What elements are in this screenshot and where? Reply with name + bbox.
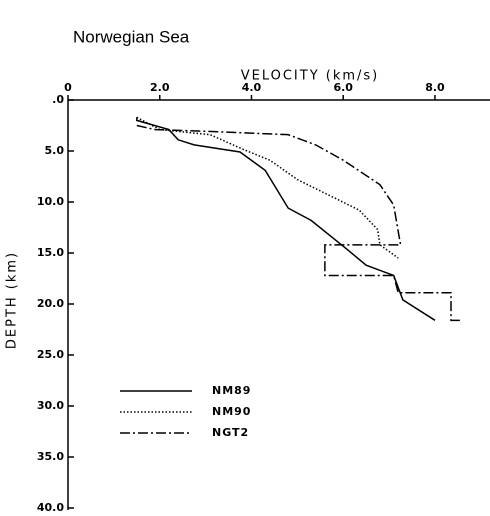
line	[136, 116, 399, 259]
x-tick-label: 8.0	[425, 81, 445, 94]
y-tick-label: .0	[52, 93, 64, 106]
y-tick-label: 40.0	[37, 501, 64, 512]
x-tick-label: 6.0	[333, 81, 353, 94]
y-tick-label: 35.0	[37, 450, 64, 463]
line	[136, 124, 463, 322]
y-axis-label: DEPTH (km)	[5, 251, 20, 349]
legend-label: NM89	[212, 384, 251, 397]
line	[136, 117, 436, 321]
x-tick-label: 4.0	[242, 81, 262, 94]
legend-label: NGT2	[212, 426, 249, 439]
x-tick-label: 2.0	[150, 81, 170, 94]
y-tick-label: 10.0	[37, 195, 64, 208]
x-axis-label: VELOCITY (km/s)	[241, 69, 380, 84]
x-tick-label: 0	[64, 81, 72, 94]
legend-label: NM90	[212, 405, 251, 418]
y-tick-label: 25.0	[37, 348, 64, 361]
chart-title: Norwegian Sea	[73, 27, 190, 46]
y-tick-label: 30.0	[37, 399, 64, 412]
y-tick-label: 5.0	[45, 144, 65, 157]
y-tick-label: 20.0	[37, 297, 64, 310]
y-tick-label: 15.0	[37, 246, 64, 259]
